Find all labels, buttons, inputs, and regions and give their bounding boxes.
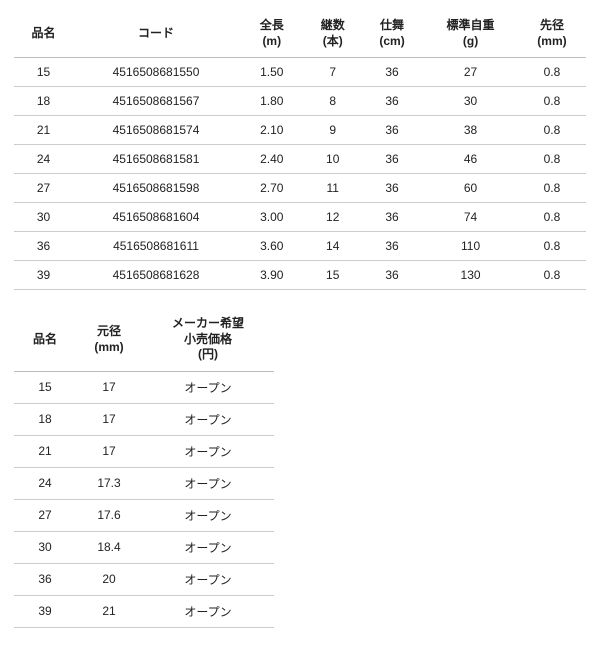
table-header-row: 品名 コード 全長(m) 継数(本) 仕舞(cm) 標準自重(g) 先径(mm) bbox=[14, 14, 586, 58]
col-tip-dia: 先径(mm) bbox=[518, 14, 586, 58]
col-weight: 標準自重(g) bbox=[423, 14, 518, 58]
table-row: 3620オープン bbox=[14, 563, 274, 595]
col-code: コード bbox=[73, 14, 239, 58]
table-row: 2445165086815812.401036460.8 bbox=[14, 145, 586, 174]
table-row: 3921オープン bbox=[14, 595, 274, 627]
table-header-row: 品名 元径(mm) メーカー希望小売価格(円) bbox=[14, 312, 274, 371]
table-row: 3945165086816283.9015361300.8 bbox=[14, 261, 586, 290]
col-sections: 継数(本) bbox=[305, 14, 361, 58]
table-row: 1817オープン bbox=[14, 403, 274, 435]
table-row: 3645165086816113.6014361100.8 bbox=[14, 232, 586, 261]
col-name: 品名 bbox=[14, 14, 73, 58]
table-row: 2717.6オープン bbox=[14, 499, 274, 531]
spec-table-2: 品名 元径(mm) メーカー希望小売価格(円) 1517オープン 1817オープ… bbox=[14, 312, 274, 628]
table-row: 3045165086816043.001236740.8 bbox=[14, 203, 586, 232]
col-name: 品名 bbox=[14, 312, 76, 371]
table-row: 3018.4オープン bbox=[14, 531, 274, 563]
col-length: 全長(m) bbox=[239, 14, 305, 58]
col-closed: 仕舞(cm) bbox=[361, 14, 423, 58]
table-row: 1845165086815671.80836300.8 bbox=[14, 87, 586, 116]
table-row: 2745165086815982.701136600.8 bbox=[14, 174, 586, 203]
table-body: 1517オープン 1817オープン 2117オープン 2417.3オープン 27… bbox=[14, 371, 274, 627]
table-row: 2117オープン bbox=[14, 435, 274, 467]
table-row: 2417.3オープン bbox=[14, 467, 274, 499]
spec-table-1: 品名 コード 全長(m) 継数(本) 仕舞(cm) 標準自重(g) 先径(mm)… bbox=[14, 14, 586, 290]
table-row: 1545165086815501.50736270.8 bbox=[14, 58, 586, 87]
table-body: 1545165086815501.50736270.8 184516508681… bbox=[14, 58, 586, 290]
table-row: 2145165086815742.10936380.8 bbox=[14, 116, 586, 145]
table-row: 1517オープン bbox=[14, 371, 274, 403]
col-base-dia: 元径(mm) bbox=[76, 312, 142, 371]
col-price: メーカー希望小売価格(円) bbox=[142, 312, 274, 371]
